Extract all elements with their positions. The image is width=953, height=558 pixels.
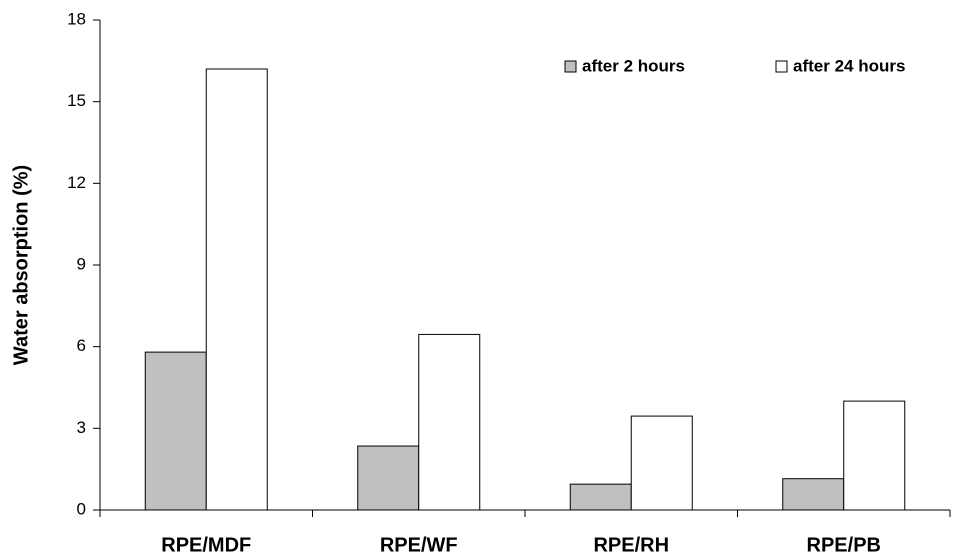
bar	[205, 68, 268, 511]
x-tick-label: RPE/PB	[807, 534, 881, 556]
y-tick-label: 6	[77, 336, 86, 355]
legend-label: after 24 hours	[793, 56, 905, 75]
legend-swatch	[775, 60, 788, 73]
y-tick-label: 3	[77, 418, 86, 437]
x-tick-label: RPE/RH	[593, 534, 669, 556]
legend-swatch	[564, 60, 577, 73]
bar	[782, 478, 845, 511]
bar	[357, 445, 420, 511]
bar	[144, 351, 207, 511]
bar	[418, 333, 481, 511]
y-tick-label: 9	[77, 254, 86, 273]
legend-label: after 2 hours	[582, 56, 685, 75]
y-axis-label: Water absorption (%)	[10, 165, 32, 365]
bar	[843, 400, 906, 511]
y-tick-label: 0	[77, 499, 86, 518]
y-tick-label: 18	[67, 9, 86, 28]
bar	[630, 415, 693, 511]
y-tick-label: 15	[67, 91, 86, 110]
x-tick-label: RPE/MDF	[161, 534, 251, 556]
bar	[569, 483, 632, 511]
x-tick-label: RPE/WF	[380, 534, 458, 556]
y-tick-label: 12	[67, 173, 86, 192]
